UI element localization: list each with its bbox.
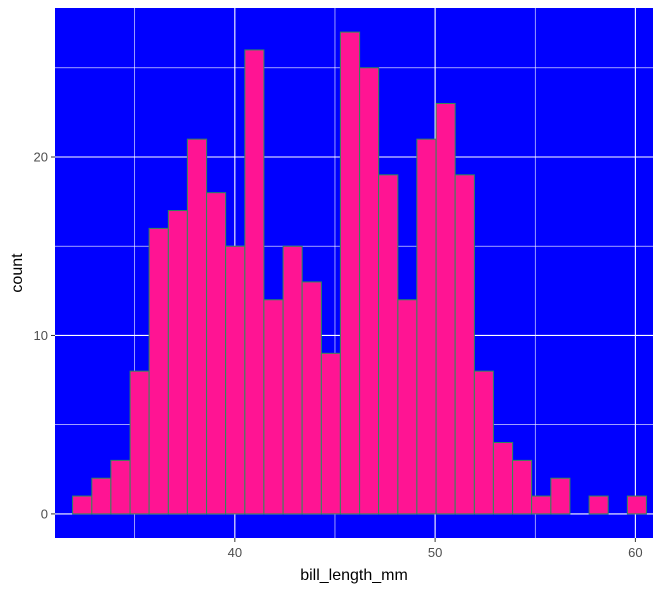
histogram-bar bbox=[91, 477, 112, 515]
histogram-bar bbox=[206, 192, 227, 515]
y-axis-title: count bbox=[9, 253, 26, 293]
histogram-bar bbox=[531, 495, 552, 515]
histogram-bar bbox=[454, 174, 475, 515]
x-axis: 40 50 60 bbox=[228, 538, 643, 560]
y-tick-label: 0 bbox=[41, 506, 48, 521]
y-tick-label: 20 bbox=[34, 150, 48, 165]
histogram-bar bbox=[320, 352, 341, 515]
histogram-bar bbox=[282, 245, 303, 515]
histogram-bar bbox=[263, 299, 284, 515]
histogram-bar bbox=[512, 459, 533, 515]
bars bbox=[72, 31, 647, 515]
histogram-bar bbox=[244, 49, 265, 515]
histogram-bar bbox=[626, 495, 647, 515]
y-axis: 0 10 20 bbox=[34, 150, 55, 521]
histogram-bar bbox=[473, 370, 494, 515]
x-tick-label: 60 bbox=[628, 545, 642, 560]
histogram-bar bbox=[225, 245, 246, 515]
histogram-bar bbox=[397, 299, 418, 515]
histogram-bar bbox=[301, 281, 322, 515]
x-tick-label: 50 bbox=[428, 545, 442, 560]
histogram-bar bbox=[72, 495, 93, 515]
histogram-bar bbox=[167, 210, 188, 515]
x-tick-label: 40 bbox=[228, 545, 242, 560]
histogram-bar bbox=[492, 442, 514, 515]
histogram-bar bbox=[550, 477, 571, 515]
histogram-bar bbox=[588, 495, 609, 515]
histogram-bar bbox=[435, 102, 456, 515]
histogram-bar bbox=[339, 31, 361, 515]
histogram-bar bbox=[359, 67, 380, 515]
histogram-bar bbox=[186, 138, 208, 515]
histogram-bar bbox=[416, 138, 437, 515]
histogram-bar bbox=[378, 174, 399, 515]
histogram-bar bbox=[129, 370, 150, 515]
x-axis-title: bill_length_mm bbox=[300, 567, 408, 584]
y-tick-label: 10 bbox=[34, 328, 48, 343]
histogram-bar bbox=[148, 227, 169, 515]
histogram-bar bbox=[110, 459, 131, 515]
